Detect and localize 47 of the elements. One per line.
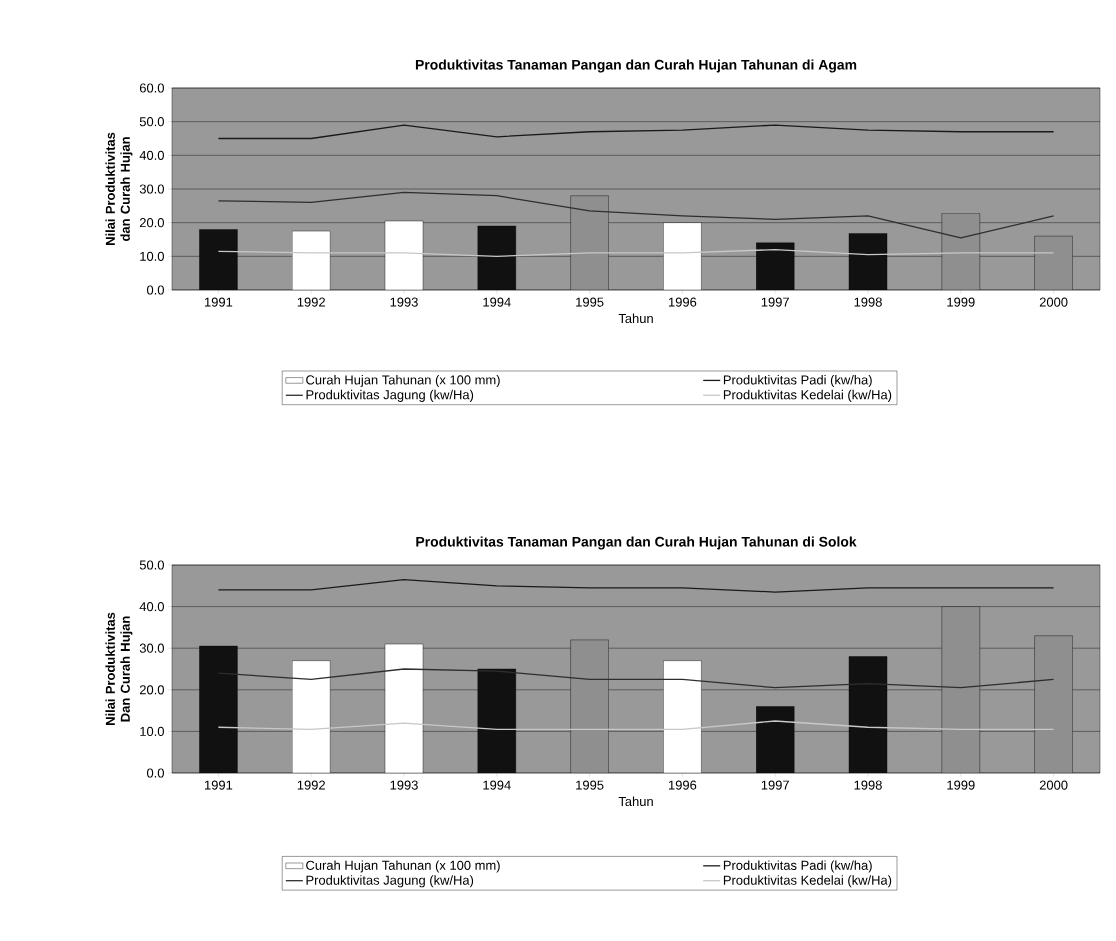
y-tick-label: 40.0: [139, 150, 164, 160]
x-axis-title: Tahun: [618, 796, 653, 807]
y-tick-label: 40.0: [139, 602, 164, 612]
x-tick-label: 1993: [390, 780, 418, 790]
y-tick-label: 20.0: [139, 218, 164, 228]
legend-label: Produktivitas Padi (kw/ha): [723, 860, 872, 873]
y-tick-label: 50.0: [139, 117, 164, 127]
x-tick-label: 1995: [576, 780, 604, 790]
x-tick-label: 1997: [761, 297, 789, 307]
y-axis-title: Nilai Produktivitas dan Curah Hujan: [105, 132, 133, 245]
y-tick-label: 20.0: [139, 685, 164, 695]
y-axis-title: Nilai Produktivitas Dan Curah Hujan: [105, 612, 133, 725]
legend-label: Produktivitas Padi (kw/ha): [723, 374, 872, 388]
chart-title: Produktivitas Tanaman Pangan dan Curah Hujan Tahunan di Agam: [415, 59, 857, 73]
legend-label: Produktivitas Jagung (kw/Ha): [306, 875, 474, 888]
x-tick-label: 1991: [204, 780, 233, 790]
y-tick-label: 0.0: [146, 768, 164, 778]
y-tick-label: 60.0: [139, 83, 164, 93]
x-tick-label: 1998: [854, 297, 882, 307]
y-tick-label: 30.0: [139, 184, 164, 194]
legend-label: Curah Hujan Tahunan (x 100 mm): [306, 374, 500, 388]
y-tick-label: 10.0: [140, 726, 164, 736]
x-tick-label: 1992: [297, 297, 325, 307]
legend-label: Produktivitas Jagung (kw/Ha): [306, 389, 474, 402]
x-tick-label: 2000: [1039, 297, 1068, 307]
x-tick-label: 1994: [483, 780, 511, 790]
x-tick-label: 2000: [1039, 780, 1068, 790]
legend-label: Produktivitas Kedelai (kw/Ha): [723, 875, 892, 888]
y-tick-label: 0.0: [146, 285, 164, 295]
x-tick-label: 1991: [204, 297, 233, 307]
x-tick-label: 1992: [297, 780, 325, 790]
x-tick-label: 1996: [668, 780, 697, 790]
x-tick-label: 1997: [761, 780, 789, 790]
x-tick-label: 1998: [854, 780, 882, 790]
y-tick-label: 10.0: [140, 251, 164, 261]
y-tick-label: 50.0: [139, 560, 164, 570]
x-tick-label: 1993: [390, 297, 418, 307]
x-axis-title: Tahun: [618, 313, 653, 324]
x-tick-label: 1999: [947, 297, 975, 307]
x-tick-label: 1995: [576, 297, 604, 307]
x-tick-label: 1994: [483, 297, 511, 307]
legend-label: Curah Hujan Tahunan (x 100 mm): [306, 860, 500, 873]
y-tick-label: 30.0: [139, 643, 164, 653]
x-tick-label: 1996: [668, 297, 697, 307]
chart-title: Produktivitas Tanaman Pangan dan Curah Hujan Tahunan di Solok: [416, 536, 857, 550]
x-tick-label: 1999: [947, 780, 975, 790]
legend-label: Produktivitas Kedelai (kw/Ha): [723, 389, 892, 402]
